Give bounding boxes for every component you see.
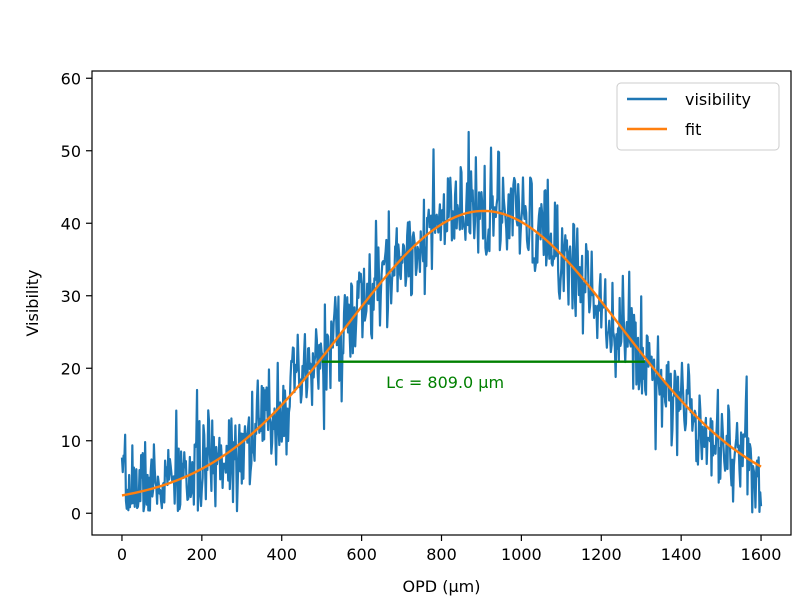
x-tick-label: 1600	[741, 545, 782, 564]
y-tick-label: 60	[61, 69, 81, 88]
plot-area: Lc = 809.0 μm	[120, 130, 763, 514]
x-tick-label: 400	[266, 545, 297, 564]
legend: visibility fit	[616, 82, 780, 151]
series-line-visibility	[120, 130, 763, 514]
y-tick-label: 0	[71, 504, 81, 523]
coherence-length-label: Lc = 809.0 μm	[386, 373, 504, 392]
x-tick-label: 200	[187, 545, 218, 564]
y-tick-label: 20	[61, 359, 81, 378]
y-tick-label: 40	[61, 214, 81, 233]
legend-label-visibility: visibility	[685, 90, 751, 109]
series-line-fit	[121, 209, 762, 497]
y-tick-label: 50	[61, 142, 81, 161]
x-axis-label: OPD (μm)	[403, 577, 481, 596]
y-axis-label: Visibility	[23, 269, 42, 336]
x-axis: 0 200 400 600 800 1000 1200 1400 1600	[117, 535, 782, 564]
legend-label-fit: fit	[685, 120, 701, 139]
y-tick-label: 30	[61, 287, 81, 306]
y-axis: 0 10 20 30 40 50 60	[61, 69, 92, 523]
x-tick-label: 800	[426, 545, 457, 564]
y-tick-label: 10	[61, 432, 81, 451]
x-tick-label: 1200	[581, 545, 622, 564]
x-tick-label: 0	[117, 545, 127, 564]
x-tick-label: 1000	[501, 545, 542, 564]
x-tick-label: 1400	[661, 545, 702, 564]
x-tick-label: 600	[346, 545, 377, 564]
